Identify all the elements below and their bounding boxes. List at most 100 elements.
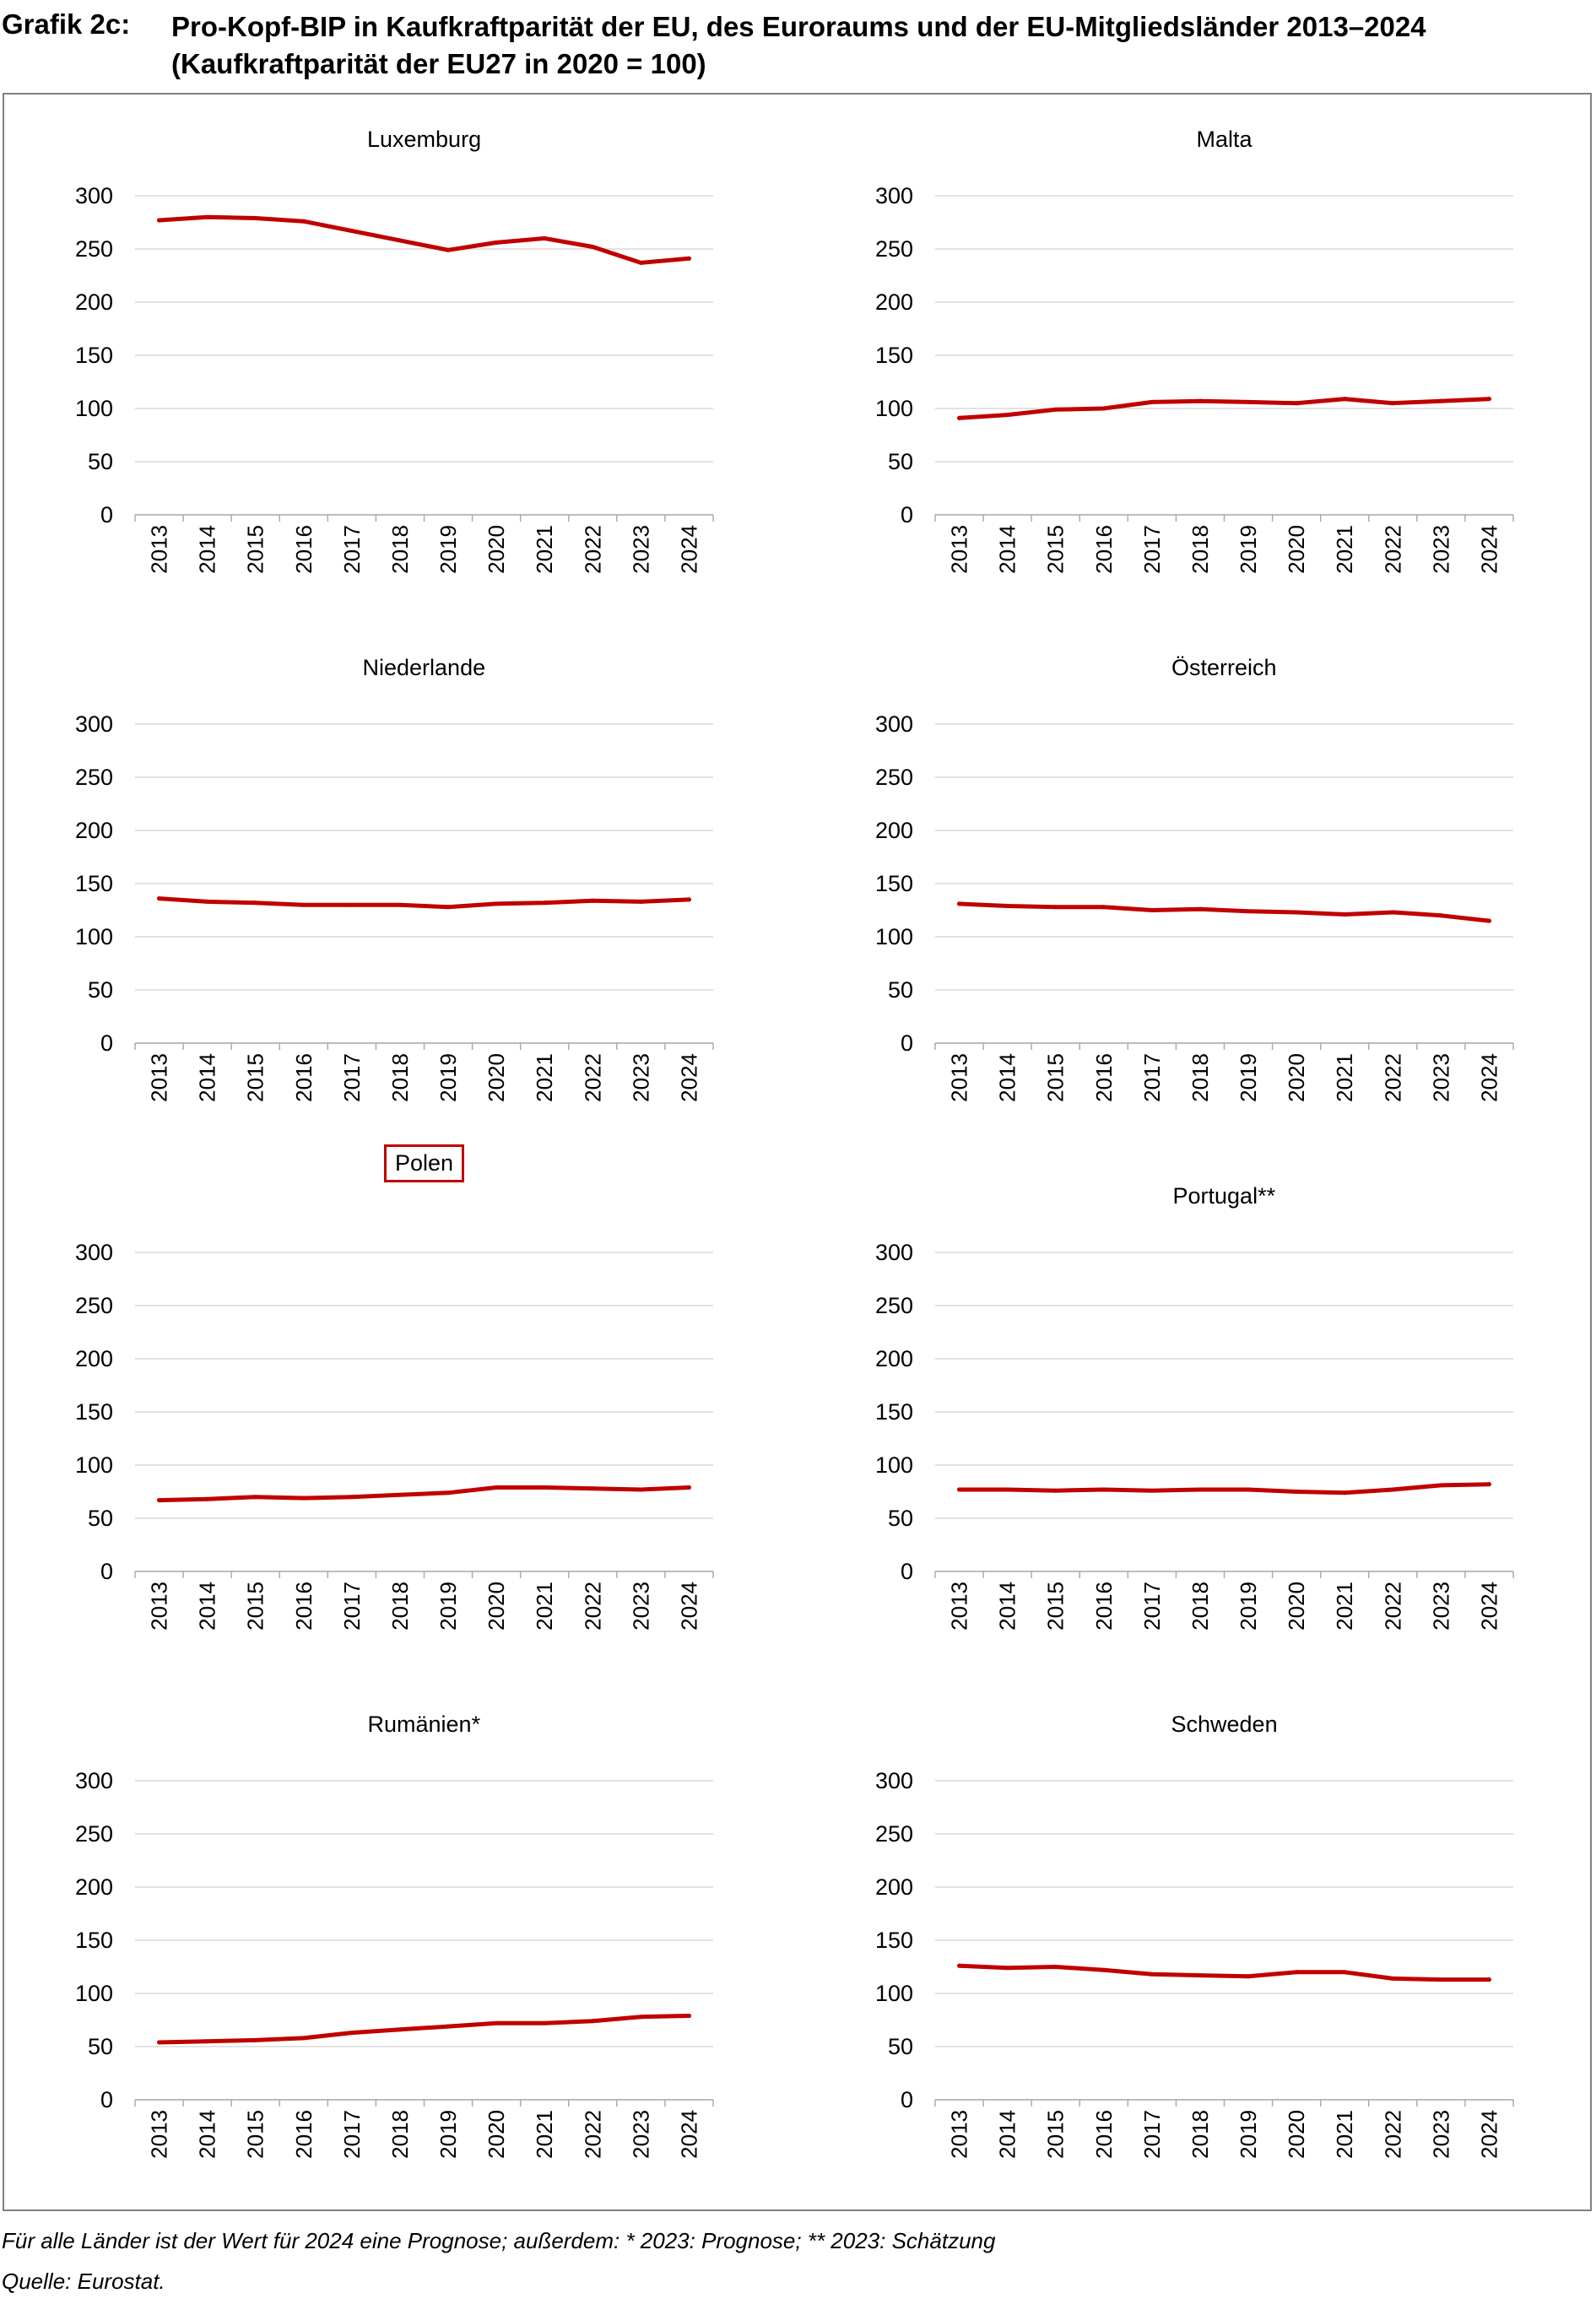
x-tick-label: 2019 <box>436 2110 461 2159</box>
y-tick-label: 200 <box>875 289 913 315</box>
x-tick-label: 2024 <box>676 525 701 574</box>
chart-panel-österreich: Österreich 0 50 100 150 200 250 300 2013 2014 2015… <box>804 623 1596 1146</box>
y-tick-label: 250 <box>875 236 913 262</box>
data-point <box>349 2031 354 2036</box>
x-tick-label: 2013 <box>147 1582 172 1631</box>
y-tick-label: 300 <box>875 183 913 208</box>
y-tick-label: 200 <box>875 1874 913 1900</box>
x-tick-label: 2022 <box>1380 1053 1405 1102</box>
data-point <box>349 902 354 907</box>
y-tick-label: 300 <box>875 1240 913 1265</box>
data-point <box>1486 1482 1491 1487</box>
x-tick-label: 2016 <box>291 1582 316 1631</box>
x-tick-label: 2015 <box>243 2110 268 2159</box>
data-point <box>686 2013 691 2018</box>
x-tick-label: 2014 <box>195 525 220 574</box>
chart-panel-luxemburg: Luxemburg 0 50 100 150 200 250 300 2013 2014 2015 2… <box>4 95 798 618</box>
x-tick-label: 2014 <box>995 1582 1020 1631</box>
y-tick-label: 250 <box>75 236 113 262</box>
x-tick-label: 2023 <box>1428 2110 1453 2159</box>
x-tick-label: 2020 <box>1284 525 1309 574</box>
x-tick-label: 2024 <box>676 2110 701 2159</box>
x-tick-label: 2018 <box>1188 525 1213 574</box>
data-point <box>638 260 643 265</box>
x-tick-label: 2017 <box>1139 1582 1165 1631</box>
data-point <box>1438 913 1443 918</box>
data-point <box>1390 910 1395 915</box>
data-point <box>1053 407 1058 412</box>
x-tick-label: 2016 <box>291 2110 316 2159</box>
y-tick-label: 100 <box>875 396 913 421</box>
line-chart: 0 50 100 150 200 250 300 2013 2014 2015 2016 2017 20… <box>75 711 714 1102</box>
line-chart: 0 50 100 150 200 250 300 2013 2014 2015 2016 2017 20… <box>75 183 714 574</box>
y-tick-label: 0 <box>901 1030 913 1056</box>
x-tick-label: 2020 <box>1284 1582 1309 1631</box>
y-tick-label: 0 <box>901 2087 913 2112</box>
y-tick-label: 50 <box>88 1506 113 1531</box>
x-tick-label: 2024 <box>676 1582 701 1631</box>
x-tick-label: 2017 <box>1139 2110 1165 2159</box>
x-tick-label: 2016 <box>1091 1582 1117 1631</box>
data-point <box>1005 1487 1010 1492</box>
x-tick-label: 2017 <box>339 1582 365 1631</box>
chart-panel-polen: Polen 0 50 100 150 200 250 300 2013 2014 2015 2016 2… <box>4 1144 798 1674</box>
y-tick-label: 50 <box>88 2034 113 2059</box>
data-point <box>1438 398 1443 403</box>
x-tick-label: 2019 <box>1236 1053 1261 1102</box>
data-point <box>446 1490 451 1495</box>
data-point <box>1053 1488 1058 1493</box>
data-point <box>301 2036 306 2041</box>
y-tick-label: 50 <box>88 449 113 474</box>
series-line <box>157 896 691 910</box>
data-point <box>1101 1487 1106 1492</box>
y-tick-label: 300 <box>75 1768 113 1793</box>
x-tick-label: 2022 <box>1380 2110 1405 2159</box>
x-tick-label: 2014 <box>995 1053 1020 1102</box>
data-point <box>1486 1977 1491 1982</box>
y-tick-label: 0 <box>100 1559 113 1584</box>
x-tick-label: 2021 <box>1332 2110 1357 2159</box>
x-tick-label: 2016 <box>1091 1053 1117 1102</box>
x-tick-label: 2022 <box>1380 525 1405 574</box>
x-tick-label: 2020 <box>1284 1053 1309 1102</box>
data-point <box>349 1495 354 1500</box>
data-point <box>1005 413 1010 418</box>
data-point <box>253 1495 258 1500</box>
data-point <box>253 215 258 220</box>
source-note: Quelle: Eurostat. <box>2 2269 165 2294</box>
x-tick-label: 2015 <box>243 525 268 574</box>
line-chart: 0 50 100 150 200 250 300 2013 2014 2015 2016 2017 20… <box>75 1768 714 2159</box>
data-point <box>494 240 499 245</box>
data-point <box>446 2024 451 2029</box>
chart-panel-malta: Malta 0 50 100 150 200 250 300 2013 2014 2015 2016 2… <box>804 95 1596 618</box>
y-tick-label: 300 <box>75 711 113 737</box>
x-tick-label: 2017 <box>339 2110 365 2159</box>
y-tick-label: 250 <box>75 765 113 790</box>
data-point <box>446 905 451 910</box>
data-point <box>1150 1488 1155 1493</box>
data-point <box>398 238 403 243</box>
series-line <box>957 1963 1491 1982</box>
data-point <box>590 1486 595 1491</box>
panel-title: Rumänien* <box>367 1712 481 1737</box>
y-tick-label: 300 <box>75 183 113 208</box>
figure-title: Pro-Kopf-BIP in Kaufkraftparität der EU,… <box>171 8 1426 83</box>
chart-panel-schweden: Schweden 0 50 100 150 200 250 300 2013 2014 2015 20… <box>804 1679 1596 2203</box>
x-tick-label: 2022 <box>580 525 605 574</box>
series-line <box>957 1482 1491 1495</box>
y-tick-label: 300 <box>875 711 913 737</box>
y-tick-label: 150 <box>875 1928 913 1953</box>
footnote: Für alle Länder ist der Wert für 2024 ei… <box>2 2228 996 2253</box>
data-point <box>301 219 306 224</box>
panel-title: Schweden <box>1171 1712 1278 1737</box>
data-point <box>1150 399 1155 404</box>
x-tick-label: 2016 <box>291 525 316 574</box>
data-point <box>1294 910 1299 915</box>
x-tick-label: 2024 <box>1476 525 1501 574</box>
chart-frame: Luxemburg 0 50 100 150 200 250 300 2013 2014 2015 2… <box>3 93 1592 2211</box>
x-tick-label: 2020 <box>484 2110 509 2159</box>
series-line <box>157 1485 691 1503</box>
y-tick-label: 150 <box>75 343 113 368</box>
x-tick-label: 2015 <box>1043 2110 1069 2159</box>
x-tick-label: 2013 <box>947 2110 972 2159</box>
